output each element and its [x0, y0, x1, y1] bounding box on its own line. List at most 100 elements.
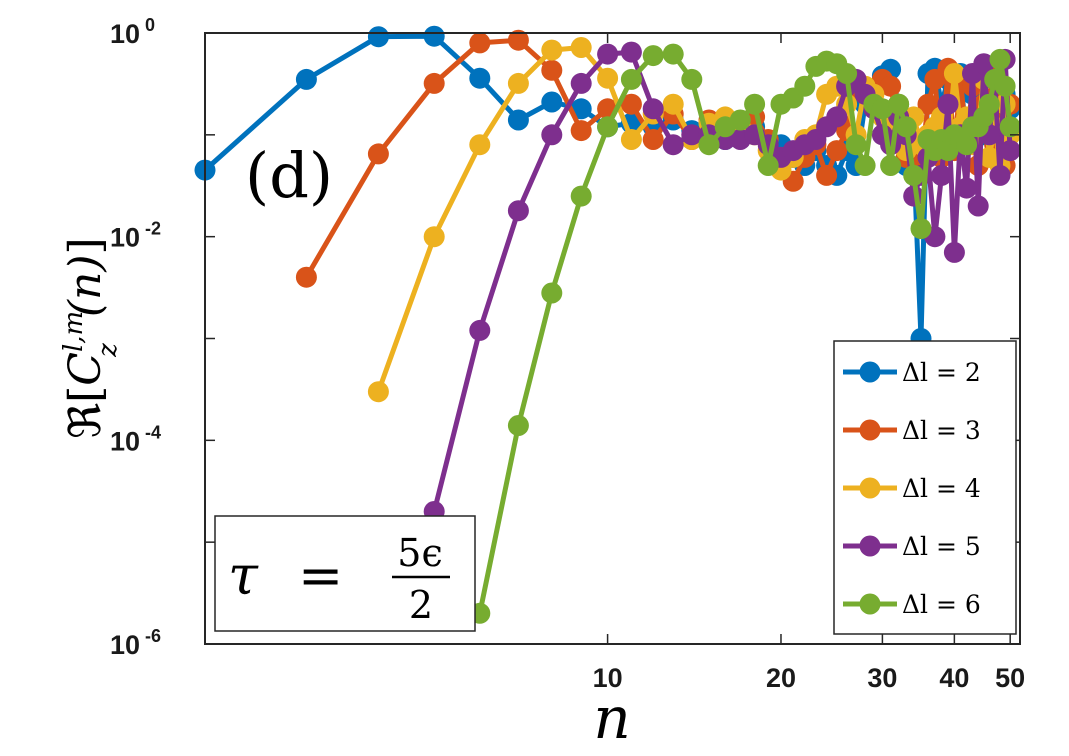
data-point	[836, 63, 858, 84]
data-point	[989, 48, 1011, 70]
legend-label: Δl = 2	[902, 358, 981, 387]
data-point	[888, 93, 910, 115]
data-point	[662, 93, 684, 115]
data-point	[917, 93, 939, 115]
data-point	[826, 140, 848, 162]
legend-item: Δl = 3	[843, 416, 981, 445]
data-point	[541, 124, 563, 146]
data-point	[880, 75, 902, 97]
data-point	[597, 67, 619, 89]
data-point	[999, 140, 1021, 162]
data-point	[845, 134, 867, 156]
data-point	[967, 195, 989, 217]
data-point	[816, 164, 838, 186]
legend-item: Δl = 5	[843, 532, 981, 561]
data-point	[999, 116, 1021, 138]
legend-label: Δl = 6	[902, 590, 981, 619]
legend-label: Δl = 3	[902, 416, 981, 445]
data-point	[541, 59, 563, 81]
annotation-lhs: τ	[228, 544, 259, 607]
data-point	[597, 116, 619, 138]
y-label-sub: z	[93, 343, 123, 358]
x-tick-label: 40	[939, 663, 969, 693]
data-point	[698, 134, 720, 156]
data-point	[541, 39, 563, 61]
legend-swatch-marker	[859, 477, 881, 499]
data-point	[729, 109, 751, 131]
y-label-open: [	[60, 386, 111, 403]
data-point	[570, 72, 592, 94]
data-point	[880, 155, 902, 176]
data-point	[854, 155, 876, 176]
data-point	[367, 26, 389, 48]
data-point	[507, 109, 529, 131]
legend-swatch-marker	[859, 593, 881, 615]
data-point	[570, 120, 592, 142]
annotation-num: 5ϵ	[397, 531, 442, 575]
data-point	[620, 129, 642, 150]
y-label-close: ]	[60, 237, 111, 254]
legend: Δl = 2 Δl = 3 Δl = 4 Δl = 5 Δl = 6	[833, 340, 1017, 635]
data-point	[642, 98, 664, 120]
series-6	[469, 43, 1021, 624]
data-point	[662, 43, 684, 65]
y-label-sup: l,m	[59, 311, 89, 352]
data-point	[570, 37, 592, 58]
x-axis-label: n	[593, 684, 630, 752]
data-point	[931, 164, 952, 186]
data-point	[871, 98, 893, 120]
legend-swatch-marker	[859, 419, 881, 441]
x-tick-label: 50	[995, 663, 1025, 693]
data-point	[826, 106, 848, 128]
data-point	[423, 25, 445, 47]
data-point	[681, 124, 703, 146]
data-point	[895, 116, 917, 138]
data-point	[662, 134, 684, 156]
data-point	[507, 415, 529, 436]
data-point	[994, 75, 1016, 97]
legend-swatch-marker	[859, 361, 881, 383]
data-point	[570, 185, 592, 207]
data-point	[423, 226, 445, 248]
legend-label: Δl = 5	[902, 532, 981, 561]
data-point	[956, 177, 978, 199]
data-point	[910, 218, 932, 240]
legend-item: Δl = 6	[843, 590, 981, 619]
data-point	[541, 282, 563, 304]
data-point	[507, 72, 529, 94]
x-tick-label: 20	[766, 663, 796, 693]
y-label-arg: (n)	[60, 254, 111, 317]
svg-text:ℜ[Cl,mz(n)]: ℜ[Cl,m z (n)]	[59, 237, 123, 438]
y-tick-label: 10 0	[110, 15, 155, 49]
data-point	[570, 98, 592, 120]
data-point	[620, 68, 642, 90]
data-point	[956, 134, 978, 156]
data-point	[367, 143, 389, 165]
y-tick-label: 10 -2	[110, 219, 161, 253]
x-tick-label: 30	[867, 663, 897, 693]
data-point	[597, 43, 619, 65]
data-point	[541, 91, 563, 113]
legend-swatch-marker	[859, 535, 881, 557]
data-point	[469, 67, 491, 89]
data-point	[469, 134, 491, 156]
data-point	[469, 319, 491, 341]
data-point	[744, 93, 766, 115]
data-point	[757, 155, 779, 176]
data-point	[973, 53, 995, 75]
annotation-den: 2	[409, 583, 433, 627]
data-point	[943, 241, 965, 263]
data-point	[681, 68, 703, 90]
data-point	[978, 93, 1000, 115]
legend-item: Δl = 2	[843, 358, 981, 387]
data-point	[989, 164, 1011, 186]
data-point	[794, 75, 816, 97]
data-point	[642, 45, 664, 67]
data-point	[943, 63, 965, 84]
annotation-box: τ = 5ϵ 2	[214, 515, 476, 632]
data-point	[642, 129, 664, 150]
data-point	[295, 266, 317, 288]
data-point	[620, 41, 642, 63]
